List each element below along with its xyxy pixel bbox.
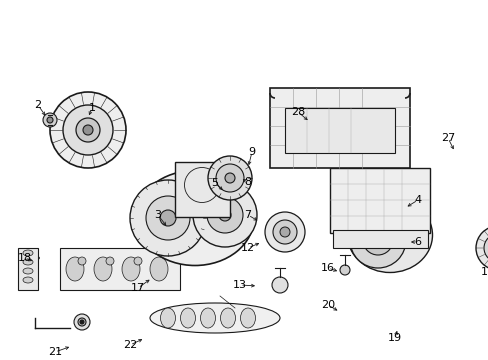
Ellipse shape bbox=[220, 308, 235, 328]
Bar bbox=[269, 88, 409, 168]
Text: 18: 18 bbox=[18, 253, 32, 263]
Circle shape bbox=[339, 265, 349, 275]
Text: 28: 28 bbox=[290, 107, 305, 117]
Text: 6: 6 bbox=[414, 237, 421, 247]
Ellipse shape bbox=[25, 254, 39, 262]
Ellipse shape bbox=[136, 171, 253, 266]
Circle shape bbox=[47, 117, 53, 123]
Circle shape bbox=[349, 212, 405, 268]
Circle shape bbox=[207, 156, 251, 200]
Ellipse shape bbox=[23, 250, 33, 256]
Ellipse shape bbox=[23, 277, 33, 283]
Text: 11: 11 bbox=[480, 267, 488, 277]
Bar bbox=[18, 248, 38, 290]
Circle shape bbox=[206, 197, 243, 233]
Text: 7: 7 bbox=[244, 210, 251, 220]
Bar bbox=[175, 162, 229, 217]
Text: 1: 1 bbox=[88, 103, 95, 113]
Circle shape bbox=[160, 210, 176, 226]
Text: 5: 5 bbox=[211, 178, 218, 188]
Circle shape bbox=[50, 92, 126, 168]
Text: 8: 8 bbox=[244, 177, 251, 187]
Circle shape bbox=[386, 210, 422, 246]
Circle shape bbox=[362, 225, 392, 255]
Circle shape bbox=[193, 183, 257, 247]
Ellipse shape bbox=[180, 308, 195, 328]
Text: 27: 27 bbox=[440, 133, 454, 143]
Text: 4: 4 bbox=[414, 195, 421, 205]
Circle shape bbox=[264, 212, 305, 252]
Ellipse shape bbox=[25, 254, 39, 262]
Ellipse shape bbox=[66, 257, 84, 281]
Text: 13: 13 bbox=[232, 280, 246, 290]
Ellipse shape bbox=[150, 303, 280, 333]
Text: 12: 12 bbox=[241, 243, 255, 253]
Circle shape bbox=[76, 118, 100, 142]
Text: 20: 20 bbox=[320, 300, 334, 310]
Circle shape bbox=[78, 257, 86, 265]
Circle shape bbox=[483, 234, 488, 262]
Ellipse shape bbox=[160, 308, 175, 328]
Circle shape bbox=[134, 257, 142, 265]
Text: 17: 17 bbox=[131, 283, 145, 293]
Circle shape bbox=[74, 314, 90, 330]
Circle shape bbox=[224, 173, 235, 183]
Circle shape bbox=[80, 320, 84, 324]
Circle shape bbox=[271, 277, 287, 293]
Circle shape bbox=[371, 234, 383, 246]
Ellipse shape bbox=[240, 308, 255, 328]
Circle shape bbox=[130, 180, 205, 256]
Text: 2: 2 bbox=[34, 100, 41, 110]
Ellipse shape bbox=[347, 198, 431, 273]
Circle shape bbox=[63, 105, 113, 155]
Bar bbox=[332, 230, 427, 248]
Text: 21: 21 bbox=[48, 347, 62, 357]
Text: 16: 16 bbox=[320, 263, 334, 273]
Ellipse shape bbox=[25, 254, 39, 262]
Bar bbox=[60, 248, 180, 290]
Bar bbox=[285, 108, 394, 153]
Text: 19: 19 bbox=[387, 333, 401, 343]
Text: 29: 29 bbox=[487, 233, 488, 243]
Circle shape bbox=[83, 125, 93, 135]
Circle shape bbox=[396, 220, 412, 236]
Circle shape bbox=[43, 113, 57, 127]
Circle shape bbox=[106, 257, 114, 265]
Circle shape bbox=[280, 227, 289, 237]
Circle shape bbox=[219, 209, 230, 221]
Circle shape bbox=[272, 220, 296, 244]
Ellipse shape bbox=[122, 257, 140, 281]
Ellipse shape bbox=[150, 257, 168, 281]
Text: 3: 3 bbox=[154, 210, 161, 220]
Bar bbox=[329, 168, 429, 233]
Text: 9: 9 bbox=[248, 147, 255, 157]
Circle shape bbox=[216, 164, 244, 192]
Text: 22: 22 bbox=[122, 340, 137, 350]
Ellipse shape bbox=[23, 268, 33, 274]
Circle shape bbox=[146, 196, 190, 240]
Ellipse shape bbox=[23, 259, 33, 265]
Ellipse shape bbox=[25, 254, 39, 262]
Circle shape bbox=[78, 318, 86, 326]
Ellipse shape bbox=[200, 308, 215, 328]
Circle shape bbox=[475, 226, 488, 270]
Ellipse shape bbox=[94, 257, 112, 281]
